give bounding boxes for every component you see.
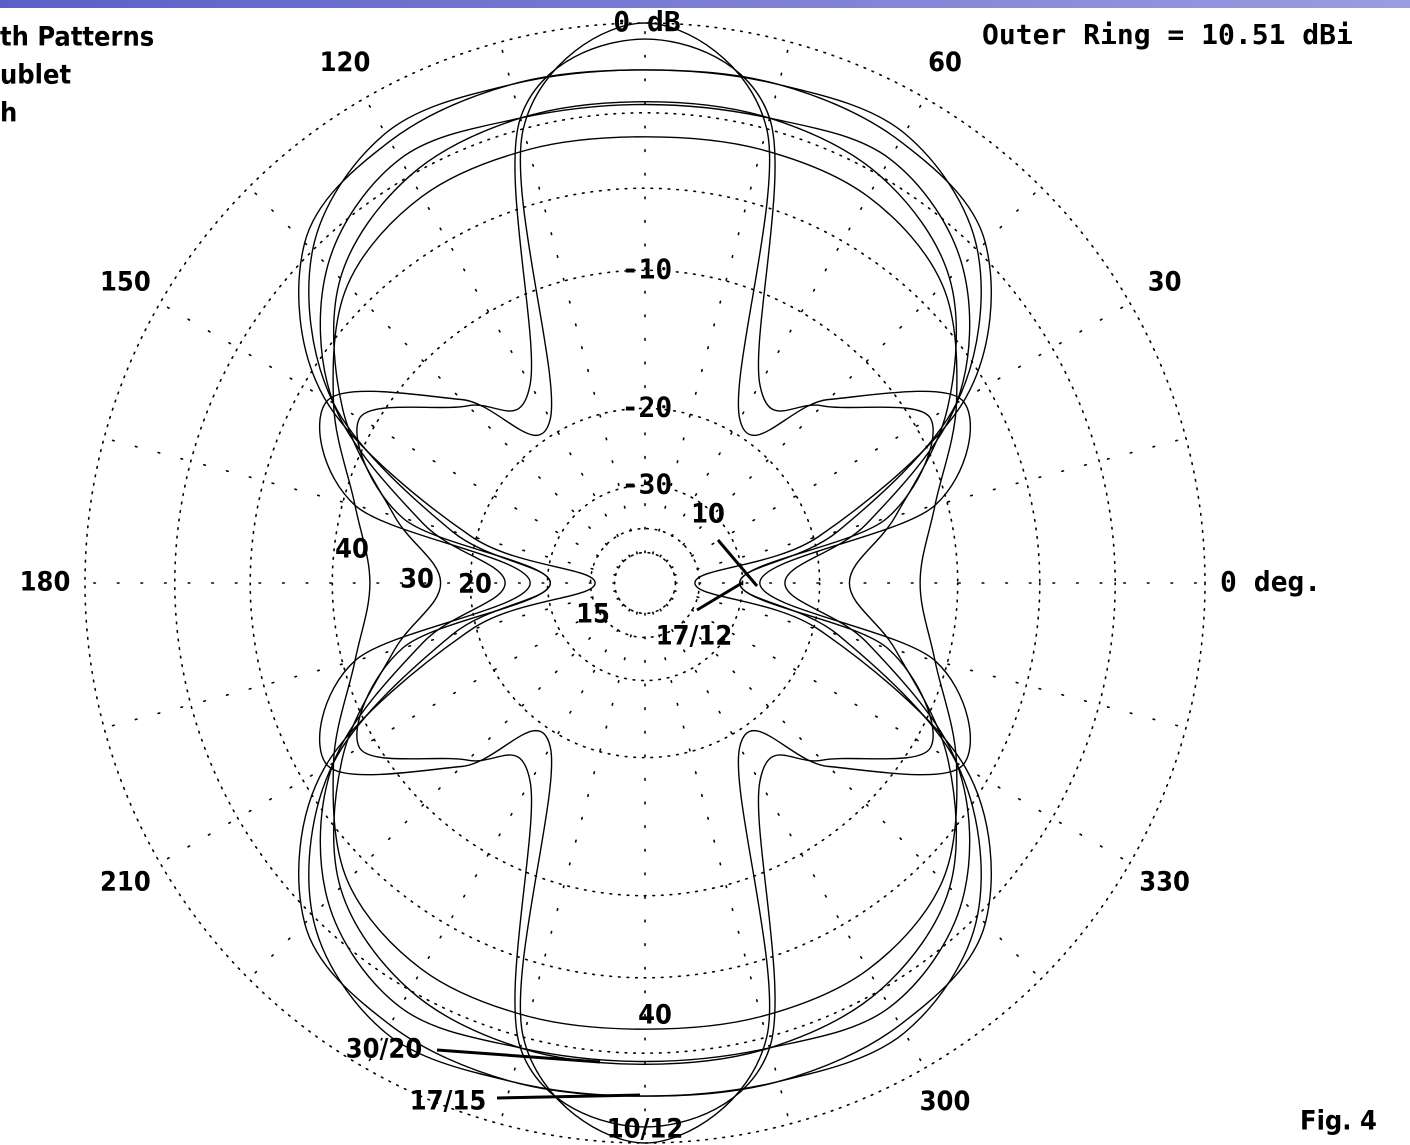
annotation: 17/15 [410, 1086, 486, 1117]
title-line: ublet [0, 60, 71, 91]
annotation: 40 [638, 1000, 672, 1031]
pattern-curve [319, 103, 971, 1063]
angle-label: 60 [928, 47, 962, 78]
ring [174, 112, 1116, 1054]
pattern-curve [298, 69, 992, 1097]
annotation: 20 [458, 569, 492, 600]
leader-line [716, 539, 759, 587]
ring [331, 269, 959, 897]
angle-label: 180 [20, 567, 71, 598]
ring-label: -20 [622, 390, 673, 423]
annotation: 30 [400, 564, 434, 595]
angle-label: 330 [1139, 867, 1190, 898]
leader-line [696, 581, 743, 612]
ring [469, 407, 821, 759]
radial-grid-line [103, 590, 617, 729]
figure-label: Fig. 4 [1300, 1106, 1377, 1137]
pattern-curve [332, 136, 958, 1030]
radial-grid-line [159, 302, 620, 569]
radial-grid-line [364, 608, 631, 1069]
title-line: h [0, 98, 17, 129]
annotation: 30/20 [346, 1034, 422, 1065]
radial-grid-line [673, 437, 1187, 576]
radial-grid-line [659, 97, 926, 558]
title-line: th Patterns [0, 22, 154, 53]
pattern-curve [332, 100, 958, 1066]
subtitle: Outer Ring = 10.51 dBi [982, 18, 1353, 51]
annotation: 15 [576, 599, 610, 630]
radial-grid-line [364, 97, 631, 558]
radial-grid-line [670, 302, 1131, 569]
ring [249, 187, 1041, 979]
annotation: 10/12 [607, 1114, 683, 1145]
radial-grid-line [159, 597, 620, 864]
ring [589, 527, 701, 639]
ring-label: 0 dB [613, 5, 680, 38]
ring-label: -30 [622, 467, 673, 500]
pattern-curve [318, 22, 972, 1144]
angle-label: 0 deg. [1220, 565, 1321, 598]
annotation: 17/12 [656, 621, 732, 652]
annotation: 40 [335, 534, 369, 565]
leader-line [436, 1048, 601, 1064]
top-bar [0, 0, 1410, 8]
radial-grid-line [659, 608, 926, 1069]
angle-label: 300 [920, 1086, 971, 1117]
radial-grid-line [670, 597, 1131, 864]
ring [84, 22, 1206, 1144]
ring [546, 484, 744, 682]
angle-label: 30 [1148, 267, 1182, 298]
pattern-curve [356, 38, 934, 1128]
ring [613, 551, 677, 615]
angle-label: 210 [100, 867, 151, 898]
leader-line [496, 1093, 641, 1100]
annotation: 10 [691, 499, 725, 530]
angle-label: 150 [100, 267, 151, 298]
curves [298, 22, 992, 1144]
angle-label: 120 [320, 47, 371, 78]
ring-label: -10 [622, 252, 673, 285]
grid [84, 22, 1206, 1144]
